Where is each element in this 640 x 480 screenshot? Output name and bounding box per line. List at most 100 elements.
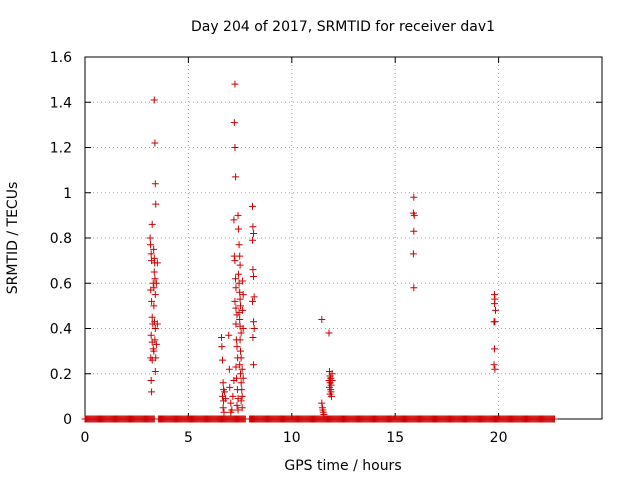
data-point	[217, 334, 225, 342]
x-tick-label: 10	[283, 430, 301, 446]
y-tick-label: 0.4	[50, 322, 72, 338]
y-tick-label: 0.6	[50, 276, 72, 292]
data-point	[410, 284, 418, 292]
data-point	[250, 272, 258, 280]
data-point	[239, 291, 247, 299]
data-point	[150, 245, 158, 253]
data-point	[236, 361, 244, 369]
data-point	[219, 379, 227, 387]
data-point	[237, 370, 245, 378]
data-point	[249, 223, 257, 231]
data-point	[239, 277, 247, 285]
y-axis-label: SRMTID / TECUs	[5, 182, 21, 295]
data-point	[152, 200, 160, 208]
data-point	[320, 410, 328, 418]
data-point	[152, 340, 160, 348]
x-tick-label: 15	[386, 430, 404, 446]
data-point	[233, 374, 241, 382]
data-point	[236, 315, 244, 323]
data-point	[239, 306, 247, 314]
data-point	[490, 345, 498, 353]
axis-ticks	[84, 56, 602, 420]
plot-frame	[84, 56, 603, 420]
x-tick-label: 20	[490, 430, 508, 446]
data-point	[237, 302, 245, 310]
y-tick-labels: 0 0.2 0.4 0.6 0.8 1 1.2 1.4 1.6	[50, 50, 72, 428]
data-point	[410, 227, 418, 235]
data-point	[231, 297, 239, 305]
data-point	[236, 252, 244, 260]
data-point	[150, 302, 158, 310]
data-point	[230, 119, 238, 127]
y-tick-label: 0	[63, 412, 72, 428]
data-point	[222, 395, 230, 403]
data-point	[491, 306, 499, 314]
data-point	[221, 388, 229, 396]
data-point	[227, 408, 235, 416]
data-point	[147, 250, 155, 258]
data-point	[236, 336, 244, 344]
data-point	[250, 229, 258, 237]
data-point	[237, 397, 245, 405]
data-point	[325, 329, 333, 337]
data-point	[148, 356, 156, 364]
data-point	[490, 361, 498, 369]
x-axis-label: GPS time / hours	[284, 458, 401, 474]
data-point	[234, 406, 242, 414]
data-point	[238, 365, 246, 373]
chart-title: Day 204 of 2017, SRMTID for receiver dav…	[191, 19, 495, 35]
data-point	[150, 347, 158, 355]
y-tick-label: 1.4	[50, 95, 72, 111]
data-point	[232, 304, 240, 312]
data-point	[146, 234, 154, 242]
data-point	[409, 250, 417, 258]
data-point	[152, 354, 160, 362]
data-point	[238, 392, 246, 400]
data-point	[328, 370, 336, 378]
data-point	[219, 356, 227, 364]
data-point	[219, 404, 227, 412]
data-point	[235, 309, 243, 317]
data-point	[249, 297, 257, 305]
data-point	[231, 144, 239, 151]
data-point	[491, 318, 499, 326]
data-point	[226, 383, 234, 391]
data-point	[236, 261, 244, 269]
data-point	[148, 388, 156, 396]
data-point	[151, 336, 159, 344]
data-point	[232, 173, 240, 181]
data-point	[218, 343, 226, 351]
data-point	[227, 399, 235, 407]
x-tick-labels: 0 5 10 15 20	[81, 430, 508, 446]
data-point	[237, 354, 245, 362]
data-point	[147, 377, 155, 385]
grid-lines	[85, 57, 602, 419]
data-point	[238, 386, 246, 394]
data-point	[232, 284, 240, 292]
y-tick-label: 1.2	[50, 141, 72, 157]
data-point	[239, 374, 247, 382]
data-point	[236, 288, 244, 296]
data-point	[231, 257, 239, 265]
y-tick-label: 1	[63, 186, 72, 202]
data-point	[151, 180, 159, 188]
data-point	[150, 254, 158, 262]
data-point	[238, 404, 246, 412]
data-point	[225, 365, 233, 373]
data-point	[232, 275, 240, 283]
data-point	[249, 334, 257, 342]
data-point	[550, 415, 558, 423]
data-point	[232, 320, 240, 328]
data-point	[233, 401, 241, 409]
data-point	[225, 331, 233, 339]
data-point	[491, 365, 499, 373]
y-tick-label: 1.6	[50, 50, 72, 66]
data-point	[250, 325, 258, 332]
data-point	[151, 139, 159, 147]
data-point	[235, 279, 243, 287]
data-point	[229, 392, 237, 400]
data-point	[250, 293, 258, 301]
data-point	[490, 300, 498, 308]
data-point	[234, 270, 242, 278]
